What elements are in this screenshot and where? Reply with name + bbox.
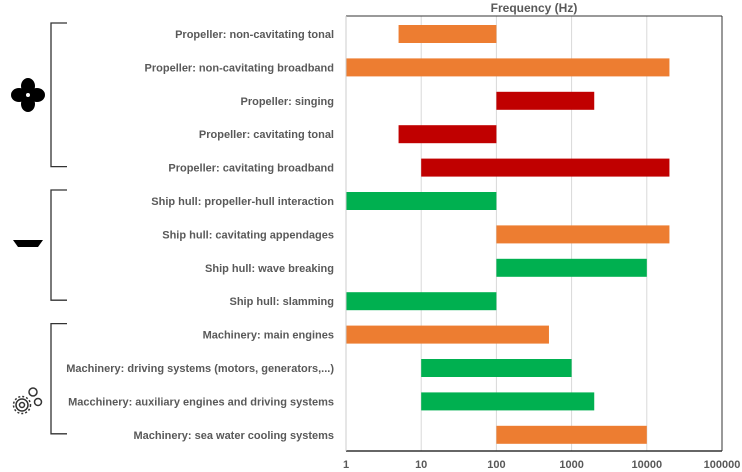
x-tick-label: 10	[415, 459, 427, 471]
x-tick-label: 1000	[559, 459, 583, 471]
gears-icon	[12, 387, 43, 415]
ship-icon	[13, 240, 43, 247]
range-bar	[398, 125, 497, 144]
category-label: Propeller: cavitating tonal	[199, 129, 334, 141]
range-bar	[421, 392, 595, 411]
x-tick-label: 100	[487, 459, 505, 471]
range-bar	[346, 192, 497, 210]
range-bar	[346, 325, 549, 344]
category-label: Machinery: sea water cooling systems	[133, 430, 334, 442]
category-label: Machinery: main engines	[203, 330, 334, 342]
category-label: Machinery: driving systems (motors, gene…	[66, 363, 334, 375]
category-label: Ship hull: slamming	[229, 296, 334, 308]
category-label: Ship hull: wave breaking	[205, 263, 334, 275]
category-label: Propeller: singing	[240, 96, 334, 108]
range-bar	[496, 91, 595, 110]
range-bar	[346, 292, 497, 311]
category-label: Macchinery: auxiliary engines and drivin…	[68, 396, 334, 408]
category-label: Propeller: cavitating broadband	[168, 163, 334, 175]
group-bracket	[50, 322, 67, 435]
group-bracket	[50, 189, 67, 301]
x-tick-label: 100000	[704, 459, 741, 471]
category-label: Propeller: non-cavitating tonal	[175, 29, 334, 41]
category-label: Ship hull: propeller-hull interaction	[151, 196, 334, 208]
range-bar	[496, 225, 670, 244]
propeller-icon	[11, 78, 45, 112]
range-bar	[346, 58, 670, 77]
range-bar	[421, 158, 670, 177]
group-bracket	[50, 22, 67, 168]
range-bar	[398, 25, 497, 43]
category-label: Ship hull: cavitating appendages	[162, 229, 334, 241]
range-bar	[496, 258, 647, 277]
chart-title: Frequency (Hz)	[491, 1, 578, 15]
range-bar	[496, 425, 647, 444]
x-tick-label: 10000	[632, 459, 663, 471]
x-tick-label: 1	[343, 459, 349, 471]
category-label: Propeller: non-cavitating broadband	[145, 62, 334, 74]
range-bar	[421, 359, 572, 377]
